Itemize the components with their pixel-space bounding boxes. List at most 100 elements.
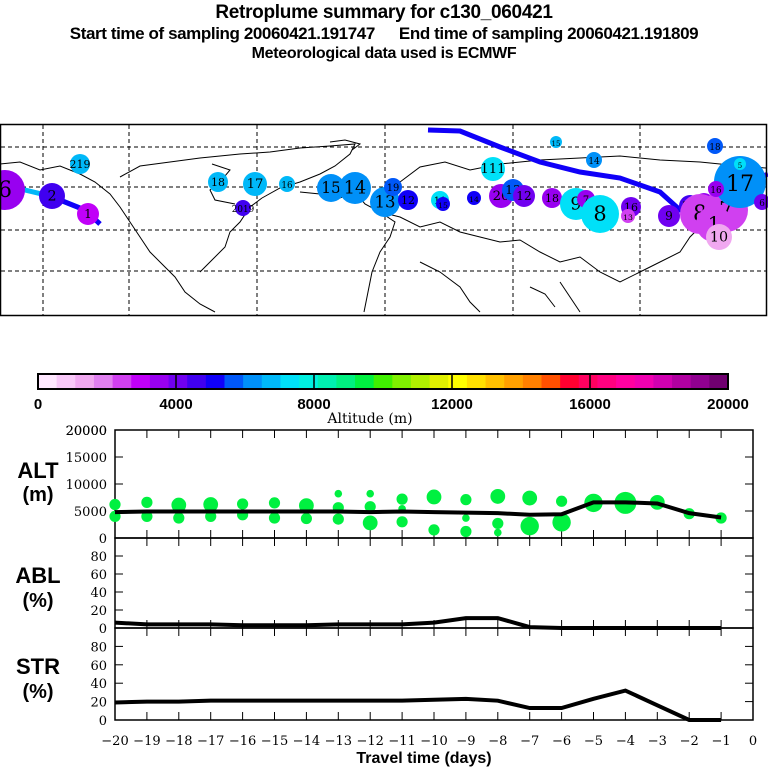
map-grid (1, 125, 767, 315)
marker-label: 16 (281, 181, 293, 191)
y-tick-label: 5000 (74, 505, 107, 520)
coastline (399, 155, 767, 183)
trajectory-map: 6212191817162019151413191211151411120131… (0, 123, 768, 317)
marker-label: 17 (726, 172, 754, 197)
str-panel-label: STR (16, 654, 60, 679)
colorbar-cell (541, 374, 561, 389)
colorbar-cell (709, 374, 729, 389)
y-tick-label: 0 (99, 622, 107, 637)
marker-label: 14 (469, 195, 479, 204)
alt-scatter-point (552, 513, 571, 532)
marker-label: 15 (321, 179, 341, 197)
marker-circle (706, 224, 732, 250)
alt-scatter-point (205, 510, 217, 522)
str-panel: 0 20 40 60 80 (90, 627, 754, 729)
colorbar-tick-label: 16000 (569, 396, 611, 413)
marker-circle (581, 195, 619, 233)
alt-scatter-point (334, 489, 343, 498)
map-marker: 18 (208, 172, 228, 192)
abl-panel: 0 20 40 60 80 (90, 537, 754, 637)
colorbar-cell (93, 374, 114, 389)
marker-circle (586, 152, 602, 168)
x-tick-label: −9 (456, 734, 475, 749)
y-tick-label: 20000 (66, 424, 107, 439)
panel-frame (114, 537, 754, 629)
marker-label: 19 (387, 183, 400, 194)
marker-label: 15 (552, 140, 561, 148)
x-tick-label: −14 (293, 734, 320, 749)
trajectory-markers: 6212191817162019151413191211151411120131… (0, 136, 768, 250)
x-axis-label: Travel time (days) (356, 750, 491, 767)
met-data-label: Meteorological data used is ECMWF (251, 45, 517, 62)
colorbar-cell (187, 374, 207, 389)
x-tick-label: −2 (680, 734, 699, 749)
marker-circle (243, 172, 267, 196)
plot-title: Retroplume summary for c130_060421 (215, 2, 553, 23)
marker-circle (714, 156, 766, 208)
colorbar-ticks: 0 4000 8000 12000 16000 20000 (34, 374, 749, 413)
end-time-label: End time of sampling 20060421.191809 (398, 24, 699, 43)
map-marker: 8 (581, 195, 619, 233)
colorbar-cell (429, 374, 449, 389)
alt-scatter-point (396, 493, 408, 505)
colorbar-cell (616, 374, 636, 389)
alt-scatter-point (462, 514, 470, 522)
x-tick-label: −19 (133, 734, 160, 749)
altitude-colorbar: 0 4000 8000 12000 16000 20000 Altitude (m) (34, 373, 749, 427)
marker-label: 18 (709, 143, 720, 153)
marker-circle (550, 136, 562, 148)
marker-circle (0, 170, 25, 210)
alt-scatter-point (109, 498, 121, 511)
marker-label: 1 (84, 207, 92, 221)
colorbar-cell (299, 374, 319, 389)
colorbar-cell (522, 374, 543, 389)
y-tick-label: 40 (90, 586, 107, 601)
marker-label: 18 (211, 176, 225, 189)
marker-circle (436, 197, 450, 211)
alt-scatter-point (141, 510, 153, 522)
colorbar-cell (317, 374, 337, 389)
start-time-label: Start time of sampling 20060421.191747 (69, 24, 376, 43)
abl-line (114, 616, 722, 630)
marker-label: 2 (47, 189, 56, 205)
map-marker: 5 (734, 158, 746, 170)
map-marker: 14 (586, 152, 602, 168)
colorbar-cell (112, 374, 132, 389)
x-tick-label: −12 (356, 734, 383, 749)
alt-median-line (114, 500, 722, 520)
map-marker: 16 (279, 176, 295, 192)
marker-label: 6 (0, 178, 12, 203)
colorbar-tick-label: 8000 (297, 396, 330, 413)
map-marker: 15 (436, 197, 450, 211)
map-marker: 19 (384, 178, 402, 196)
coastline (419, 261, 481, 313)
marker-circle (317, 174, 345, 202)
alt-scatter-point (426, 489, 442, 505)
map-marker: 1 (77, 203, 99, 225)
marker-circle (658, 205, 680, 227)
alt-scatter-point (492, 517, 504, 530)
alt-scatter-point (428, 524, 440, 536)
x-tick-label: −15 (261, 734, 288, 749)
y-tick-label: 20000 (66, 424, 107, 439)
map-marker: 9 (658, 205, 680, 227)
colorbar-cell (131, 374, 151, 389)
x-tick-label: −6 (552, 734, 571, 749)
marker-label: 2019 (232, 205, 254, 215)
marker-label: 16 (710, 186, 722, 196)
marker-label: 17 (247, 177, 264, 192)
map-marker: 14 (339, 172, 371, 204)
alt-scatter-point (171, 497, 187, 513)
colorbar-cell (560, 374, 580, 389)
alt-scatter-point (396, 516, 408, 528)
alt-scatter-point (366, 489, 375, 498)
x-tick-label: −17 (197, 734, 224, 749)
map-marker: 15 (550, 136, 562, 148)
x-tick-label: 0 (749, 734, 757, 749)
marker-label: 13 (375, 192, 396, 211)
colorbar-cell (690, 374, 710, 389)
map-marker: 16 (708, 181, 724, 197)
colorbar-cell (149, 374, 170, 389)
